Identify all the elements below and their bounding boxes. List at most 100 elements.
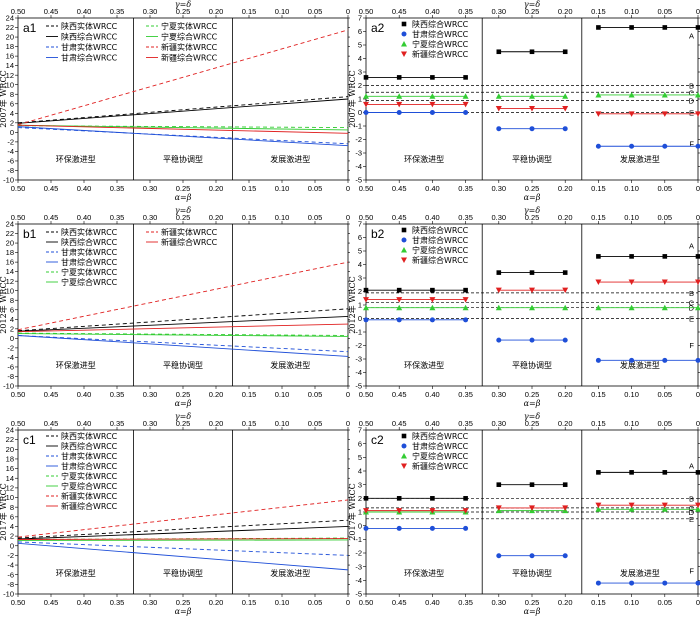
x-top-tick-label: 0.40 <box>77 7 92 16</box>
x-tick-label: 0.15 <box>591 390 606 399</box>
legend-label: 甘肃综合WRCC <box>61 53 118 63</box>
y-tick-label: 12 <box>6 483 14 492</box>
x-tick-label: 0 <box>346 184 350 193</box>
x-top-tick-label: 0.50 <box>359 419 374 428</box>
x-tick-label: 0.30 <box>491 598 506 607</box>
data-point <box>363 317 369 323</box>
x-tick-label: 0.20 <box>558 184 573 193</box>
x-top-tick-label: 0 <box>346 7 350 16</box>
legend-label: 甘肃综合WRCC <box>61 257 118 267</box>
series-line <box>17 519 349 539</box>
data-point <box>463 317 469 323</box>
region-label: 环保激进型 <box>404 154 444 164</box>
legend-label: 新疆综合WRCC <box>161 237 218 247</box>
data-point <box>396 75 402 80</box>
legend-label: 宁夏综合WRCC <box>61 481 118 491</box>
threshold-label: D <box>689 508 695 517</box>
legend-label: 宁夏综合WRCC <box>412 451 469 461</box>
threshold-label: D <box>689 96 695 105</box>
series-line <box>17 335 349 357</box>
x-top-tick-label: 0.50 <box>11 213 26 222</box>
data-point <box>596 254 601 259</box>
x-top-tick-label: 0.25 <box>176 7 191 16</box>
series-line <box>17 96 349 124</box>
x-top-axis-label: γ=δ <box>524 412 540 421</box>
x-tick-label: 0.30 <box>143 598 158 607</box>
x-tick-label: 0.15 <box>591 598 606 607</box>
y-tick-label: 18 <box>6 248 14 257</box>
y-tick-label: 7 <box>358 426 362 435</box>
data-point <box>695 506 700 512</box>
x-top-tick-label: 0.05 <box>657 213 672 222</box>
x-top-axis-label: γ=δ <box>524 206 540 215</box>
data-point <box>363 101 369 108</box>
data-point <box>363 496 369 501</box>
y-tick-label: 24 <box>6 14 14 23</box>
data-point <box>363 75 369 80</box>
y-tick-label: -6 <box>7 363 14 372</box>
data-point <box>595 357 601 363</box>
series-line <box>17 261 349 331</box>
region-label: 环保激进型 <box>404 568 444 578</box>
panel-b2: 0.50 0.50 0.45 0.45 0.40 0.40 0.35 0.35 0.30 0.30… <box>347 206 700 408</box>
x-tick-label: 0.05 <box>657 390 672 399</box>
x-top-tick-label: 0 <box>696 213 700 222</box>
data-point <box>401 433 407 439</box>
data-point <box>628 304 635 311</box>
data-point <box>562 105 569 112</box>
series-line <box>17 124 349 131</box>
data-point <box>628 502 635 509</box>
y-tick-label: 0 <box>358 521 362 530</box>
y-tick-label: -6 <box>7 157 14 166</box>
x-axis-label: α=β <box>175 607 192 616</box>
data-point <box>662 470 668 475</box>
data-point <box>695 25 700 30</box>
data-point <box>628 279 635 286</box>
y-axis-label: 2012年 WRCC <box>0 276 8 333</box>
data-point <box>463 287 468 293</box>
series-line <box>17 526 349 540</box>
data-point <box>429 304 436 311</box>
x-top-tick-label: 0.10 <box>275 7 290 16</box>
data-point <box>401 51 407 57</box>
threshold-label: C <box>689 298 695 307</box>
x-tick-label: 0.10 <box>275 390 290 399</box>
x-top-tick-label: 0 <box>346 213 350 222</box>
data-point <box>401 453 407 459</box>
x-tick-label: 0.10 <box>275 598 290 607</box>
y-tick-label: 5 <box>358 453 362 462</box>
panel-label: a2 <box>371 21 385 35</box>
x-top-tick-label: 0.20 <box>558 213 573 222</box>
data-point <box>661 506 668 512</box>
panel-label: c1 <box>23 433 36 447</box>
data-point <box>529 93 535 99</box>
data-point <box>529 287 535 294</box>
data-point <box>495 105 502 112</box>
x-top-tick-label: 0.45 <box>392 419 407 428</box>
y-tick-label: -2 <box>7 343 14 352</box>
x-top-tick-label: 0 <box>696 7 700 16</box>
x-tick-label: 0.40 <box>77 598 92 607</box>
x-top-tick-label: 0.45 <box>44 7 59 16</box>
x-axis-label: α=β <box>524 607 541 616</box>
x-tick-label: 0.30 <box>491 184 506 193</box>
zone-label: A <box>689 461 694 470</box>
data-point <box>595 91 602 98</box>
data-point <box>429 317 435 323</box>
data-point <box>401 41 407 47</box>
y-tick-label: 14 <box>6 474 14 483</box>
data-point <box>401 247 407 253</box>
x-tick-label: 0.25 <box>176 184 191 193</box>
series-line <box>17 98 349 124</box>
data-point <box>661 111 668 117</box>
y-tick-label: 8 <box>10 90 14 99</box>
panel-label: b2 <box>371 227 385 241</box>
data-point <box>695 580 700 586</box>
y-tick-label: -2 <box>7 137 14 146</box>
y-tick-label: 8 <box>10 503 14 512</box>
data-point <box>529 270 535 275</box>
panel-c2: 0.50 0.50 0.45 0.45 0.40 0.40 0.35 0.35 0.30 0.30… <box>347 412 700 616</box>
data-point <box>695 111 700 117</box>
threshold-label: B <box>689 289 694 298</box>
